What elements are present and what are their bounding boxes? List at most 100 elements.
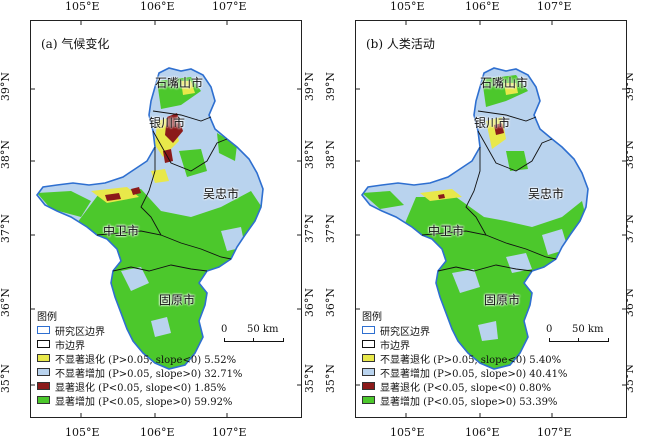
lat-label-right-37: 37°N — [303, 213, 317, 244]
legend-swatch — [362, 354, 375, 362]
legend-item-sig-increase: 显著增加 (P<0.05, slope>0) 59.92% — [37, 393, 242, 408]
lon-label-top-107: 107°E — [212, 0, 247, 13]
lat-label-left-37: 37°N — [324, 213, 338, 244]
map-canvas — [356, 21, 626, 417]
city-boundaries — [96, 110, 232, 272]
legend-swatch — [362, 368, 375, 376]
scale-distance-label: 50 km — [572, 324, 604, 335]
lon-label-bottom-106: 106°E — [140, 426, 175, 439]
legend-swatch — [37, 326, 50, 334]
legend-label: 不显著退化 (P>0.05, slope<0) 5.40% — [380, 354, 562, 366]
legend-swatch — [37, 354, 50, 362]
city-boundaries — [421, 110, 557, 272]
city-label-shizuishan: 石嘴山市 — [155, 76, 204, 90]
scale-zero-label: 0 — [221, 324, 228, 335]
legend-item-nonsig-degradation: 不显著退化 (P>0.05, slope<0) 5.40% — [362, 351, 567, 366]
city-label-zhongwei: 中卫市 — [103, 224, 140, 238]
legend-item-study-boundary: 研究区边界 — [37, 323, 242, 338]
legend-title: 图例 — [362, 312, 382, 323]
panel-title: (b) 人类活动 — [366, 37, 435, 51]
lat-label-left-39: 39°N — [0, 71, 13, 102]
lat-label-right-38: 38°N — [303, 139, 317, 170]
legend-label: 显著增加 (P<0.05, slope>0) 59.92% — [55, 396, 233, 408]
panel-title: (a) 气候变化 — [41, 37, 110, 51]
legend: 研究区边界 市边界 不显著退化 (P>0.05, slope<0) 5.40% … — [362, 323, 568, 408]
legend-item-nonsig-increase: 不显著增加 (P>0.05, slope>0) 40.41% — [362, 365, 568, 380]
legend-swatch — [362, 396, 375, 404]
lat-label-left-38: 38°N — [324, 139, 338, 170]
scale-bar-line — [224, 338, 284, 342]
lat-label-left-36: 36°N — [324, 287, 338, 318]
panel-human-activity: 105°E 106°E 107°E 105°E 106°E 107°E 39°N… — [324, 0, 650, 441]
legend-swatch — [362, 340, 375, 348]
city-label-wuzhong: 吴忠市 — [203, 187, 240, 201]
lat-label-left-35: 35°N — [324, 363, 338, 394]
lon-label-bottom-105: 105°E — [390, 426, 425, 439]
lon-label-bottom-105: 105°E — [65, 426, 100, 439]
city-label-zhongwei: 中卫市 — [428, 224, 465, 238]
lat-label-left-37: 37°N — [0, 213, 13, 244]
lon-label-top-106: 106°E — [465, 0, 500, 13]
lat-label-right-39: 39°N — [303, 71, 317, 102]
legend-item-sig-increase: 显著增加 (P<0.05, slope>0) 53.39% — [362, 393, 567, 408]
legend: 研究区边界 市边界 不显著退化 (P>0.05, slope<0) 5.52% … — [37, 323, 243, 408]
lat-label-left-39: 39°N — [324, 71, 338, 102]
lat-label-right-35: 35°N — [303, 363, 317, 394]
city-label-shizuishan: 石嘴山市 — [480, 76, 529, 90]
scale-zero-label: 0 — [546, 324, 553, 335]
map-frame: 石嘴山市 银川市 吴忠市 中卫市 固原市 (a) 气候变化 图例 研究区边界 市… — [30, 20, 302, 418]
lat-label-left-38: 38°N — [0, 139, 13, 170]
scale-bar-mid-tick — [578, 338, 579, 342]
city-label-guyuan: 固原市 — [159, 293, 196, 307]
legend-label: 显著增加 (P<0.05, slope>0) 53.39% — [380, 396, 558, 408]
legend-item-city-boundary: 市边界 — [37, 337, 242, 352]
city-label-yinchuan: 银川市 — [149, 116, 186, 130]
study-area-boundary — [360, 67, 589, 370]
lon-label-top-107: 107°E — [537, 0, 572, 13]
lon-label-bottom-107: 107°E — [212, 426, 247, 439]
legend-item-sig-degradation: 显著退化 (P<0.05, slope<0) 0.80% — [362, 379, 567, 394]
scale-bar: 0 50 km — [221, 319, 291, 349]
city-label-guyuan: 固原市 — [484, 293, 521, 307]
legend-swatch — [362, 326, 375, 334]
lat-label-left-35: 35°N — [0, 363, 13, 394]
city-label-yinchuan: 银川市 — [474, 116, 511, 130]
legend-item-city-boundary: 市边界 — [362, 337, 567, 352]
lat-label-right-36: 36°N — [303, 287, 317, 318]
legend-swatch — [37, 396, 50, 404]
map-canvas — [31, 21, 301, 417]
legend-swatch — [37, 340, 50, 348]
lon-label-top-106: 106°E — [140, 0, 175, 13]
legend-item-study-boundary: 研究区边界 — [362, 323, 567, 338]
lat-label-left-36: 36°N — [0, 287, 13, 318]
legend-label: 不显著增加 (P>0.05, slope>0) 40.41% — [380, 368, 568, 380]
lon-label-top-105: 105°E — [390, 0, 425, 13]
graticule-ticks — [356, 21, 626, 417]
panel-climate: 105°E 106°E 107°E 105°E 106°E 107°E 39°N… — [0, 0, 317, 439]
legend-item-nonsig-increase: 不显著增加 (P>0.05, slope>0) 32.71% — [37, 365, 243, 380]
legend-label: 市边界 — [55, 340, 85, 352]
legend-label: 研究区边界 — [380, 326, 430, 338]
lon-label-bottom-106: 106°E — [465, 426, 500, 439]
study-area-boundary — [35, 67, 264, 370]
legend-label: 显著退化 (P<0.05, slope<0) 0.80% — [380, 382, 552, 394]
legend-item-sig-degradation: 显著退化 (P<0.05, slope<0) 1.85% — [37, 379, 242, 394]
legend-label: 不显著增加 (P>0.05, slope>0) 32.71% — [55, 368, 243, 380]
graticule-ticks — [31, 21, 301, 417]
map-frame: 石嘴山市 银川市 吴忠市 中卫市 固原市 (b) 人类活动 图例 研究区边界 市… — [355, 20, 627, 418]
legend-label: 显著退化 (P<0.05, slope<0) 1.85% — [55, 382, 227, 394]
lon-label-bottom-107: 107°E — [537, 426, 572, 439]
legend-swatch — [37, 368, 50, 376]
legend-label: 市边界 — [380, 340, 410, 352]
scale-bar-line — [549, 338, 609, 342]
lon-label-top-105: 105°E — [65, 0, 100, 13]
legend-item-nonsig-degradation: 不显著退化 (P>0.05, slope<0) 5.52% — [37, 351, 242, 366]
legend-label: 不显著退化 (P>0.05, slope<0) 5.52% — [55, 354, 237, 366]
legend-title: 图例 — [37, 312, 57, 323]
scale-distance-label: 50 km — [247, 324, 279, 335]
city-label-wuzhong: 吴忠市 — [528, 187, 565, 201]
scale-bar: 0 50 km — [546, 319, 616, 349]
legend-label: 研究区边界 — [55, 326, 105, 338]
scale-bar-mid-tick — [253, 338, 254, 342]
